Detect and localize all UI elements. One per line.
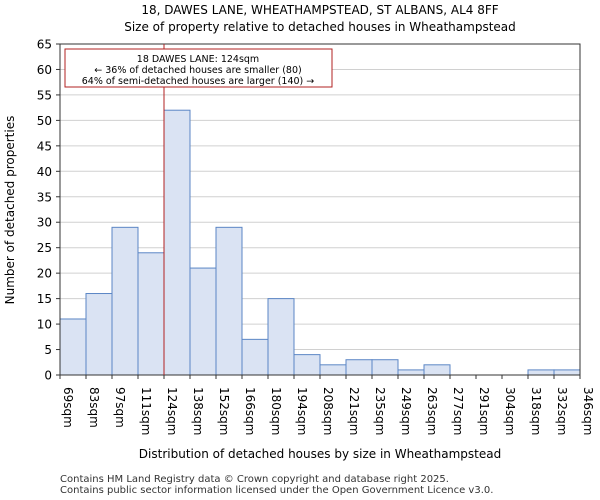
bar <box>371 359 399 376</box>
x-tick-label: 263sqm <box>425 387 439 435</box>
y-axis-label: Number of detached properties <box>3 116 17 305</box>
chart: 18, DAWES LANE, WHEATHAMPSTEAD, ST ALBAN… <box>3 3 595 461</box>
x-tick-label: 304sqm <box>503 387 517 435</box>
x-tick-label: 332sqm <box>555 387 569 435</box>
x-tick-label: 83sqm <box>87 387 101 428</box>
y-tick-label: 45 <box>37 139 52 153</box>
bar <box>85 293 113 376</box>
annotation-frame <box>64 48 333 88</box>
y-tick-label: 15 <box>37 292 52 306</box>
footer-line2: Contains public sector information licen… <box>60 485 494 496</box>
x-tick-label: 69sqm <box>61 387 75 428</box>
y-tick-label: 55 <box>37 88 52 102</box>
x-axis-ticks: 69sqm 83sqm 97sqm 111sqm 124sqm 138sqm 152sqm 1… <box>59 375 595 435</box>
bar <box>397 369 425 376</box>
bar <box>267 298 295 376</box>
annotation-line3: 64% of semi-detached houses are larger (… <box>82 76 315 87</box>
x-axis-label: Distribution of detached houses by size … <box>139 447 501 461</box>
bar <box>293 354 321 376</box>
annotation-line2: ← 36% of detached houses are smaller (80… <box>94 65 301 76</box>
y-tick-label: 20 <box>37 267 52 281</box>
bar <box>163 109 191 376</box>
x-tick-label: 152sqm <box>217 387 231 435</box>
x-tick-label: 111sqm <box>139 387 153 435</box>
y-tick-label: 40 <box>37 165 52 179</box>
x-tick-label: 291sqm <box>477 387 491 435</box>
y-axis-ticks: 0 5 10 15 20 25 30 35 40 45 50 55 60 65 <box>37 38 60 383</box>
annotation-box: 18 DAWES LANE: 124sqm ← 36% of detached … <box>64 48 333 88</box>
y-tick-label: 60 <box>37 63 52 77</box>
x-tick-label: 346sqm <box>581 387 595 435</box>
bar <box>111 226 139 376</box>
x-tick-label: 318sqm <box>529 387 543 435</box>
bar <box>137 252 165 376</box>
annotation-line1: 18 DAWES LANE: 124sqm <box>137 54 259 65</box>
bar <box>59 318 87 376</box>
chart-title-line1: 18, DAWES LANE, WHEATHAMPSTEAD, ST ALBAN… <box>141 3 498 17</box>
bar <box>241 338 269 376</box>
y-tick-label: 5 <box>44 343 52 357</box>
plot-frame <box>59 43 581 376</box>
x-tick-label: 124sqm <box>165 387 179 435</box>
footer-line1: Contains HM Land Registry data © Crown c… <box>60 474 449 485</box>
bar <box>553 369 581 376</box>
bar <box>215 226 243 376</box>
y-tick-label: 10 <box>37 318 52 332</box>
bars <box>59 109 581 376</box>
x-tick-label: 194sqm <box>295 387 309 435</box>
x-tick-label: 221sqm <box>347 387 361 435</box>
bar <box>345 359 373 376</box>
y-tick-label: 25 <box>37 241 52 255</box>
y-tick-label: 0 <box>44 369 52 383</box>
x-tick-label: 277sqm <box>451 387 465 435</box>
chart-title-line2: Size of property relative to detached ho… <box>124 20 516 34</box>
x-tick-label: 180sqm <box>269 387 283 435</box>
x-tick-label: 208sqm <box>321 387 335 435</box>
x-tick-label: 166sqm <box>243 387 257 435</box>
x-tick-label: 235sqm <box>373 387 387 435</box>
y-tick-label: 35 <box>37 190 52 204</box>
bar <box>527 369 555 376</box>
y-tick-label: 65 <box>37 38 52 52</box>
x-tick-label: 249sqm <box>399 387 413 435</box>
y-tick-label: 50 <box>37 114 52 128</box>
bar <box>189 267 217 376</box>
bar <box>319 364 347 376</box>
x-tick-label: 97sqm <box>113 387 127 428</box>
x-tick-label: 138sqm <box>191 387 205 435</box>
y-tick-label: 30 <box>37 216 52 230</box>
bar <box>423 364 451 376</box>
